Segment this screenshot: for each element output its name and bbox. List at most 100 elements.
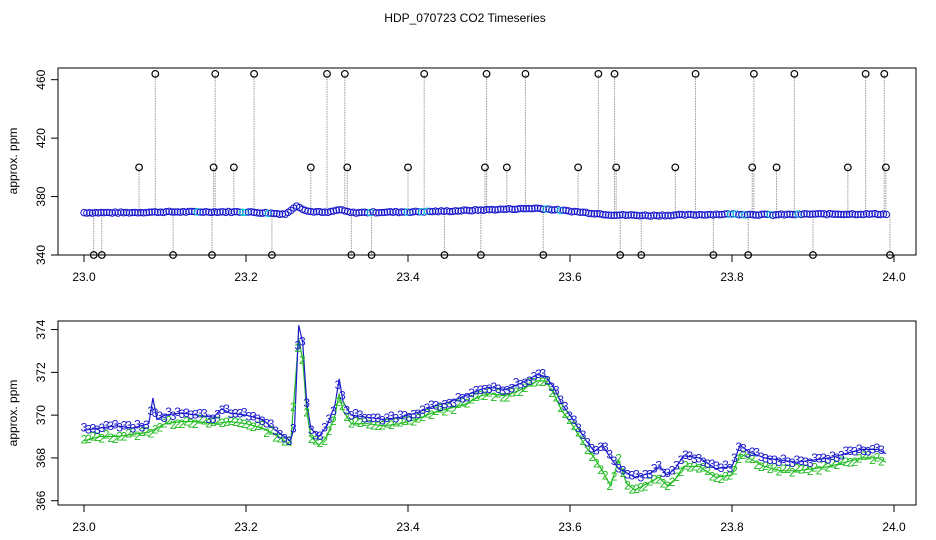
- series-2-marker: 2: [713, 471, 720, 485]
- spike-marker: [882, 163, 890, 172]
- series-3-marker: 3: [277, 427, 284, 441]
- series-3-marker: 3: [254, 412, 261, 426]
- series-2-marker: 2: [196, 413, 203, 427]
- baseline-point: [584, 209, 593, 218]
- series-2-marker: 2: [183, 415, 190, 429]
- series-2-marker: 2: [94, 430, 101, 444]
- bottom-x-tick-label: 23.2: [234, 520, 258, 534]
- series-3-marker: 3: [165, 405, 172, 419]
- series-2-marker: 2: [107, 431, 114, 445]
- series-2-marker: 2: [606, 479, 613, 493]
- top-y-tick-label: 460: [34, 69, 48, 89]
- spike-marker: [880, 69, 889, 78]
- series-3-marker: 3: [250, 409, 257, 423]
- baseline-point: [644, 212, 652, 220]
- series-2-marker: 2: [259, 418, 266, 432]
- baseline-point: [675, 210, 684, 219]
- spike-marker: [594, 69, 603, 78]
- series-3-marker: 3: [847, 444, 854, 458]
- baseline-point: [698, 211, 706, 219]
- series-2-marker: 2: [673, 470, 680, 484]
- series-3-marker: 3: [214, 408, 221, 422]
- series-2-marker: 2: [450, 403, 457, 417]
- baseline-point: [848, 210, 856, 218]
- baseline-point: [440, 207, 448, 216]
- series-2-marker: 2: [522, 381, 529, 395]
- series-3-marker: 3: [384, 411, 391, 425]
- bottom-series-lines: [83, 325, 887, 491]
- series-2-marker: 2: [678, 465, 685, 479]
- baseline-point: [610, 211, 618, 220]
- series-3-marker: 3: [196, 407, 203, 421]
- baseline-point: [726, 210, 735, 219]
- series-3-marker: 3: [468, 386, 475, 400]
- baseline-point: [837, 210, 845, 219]
- spike-marker: [790, 69, 799, 78]
- baseline-point: [193, 208, 202, 216]
- series-2-marker: 2: [156, 421, 163, 435]
- series-3-marker: 3: [633, 467, 640, 481]
- baseline-point: [593, 209, 601, 218]
- baseline-point: [519, 204, 528, 213]
- spike-marker: [209, 163, 218, 172]
- series-2-marker: 2: [366, 418, 373, 432]
- series-3-marker: 3: [713, 459, 720, 473]
- bottom-y-axis-label: approx. ppm: [6, 380, 20, 447]
- series-2-marker: 2: [780, 462, 787, 476]
- baseline-point: [667, 212, 675, 220]
- baseline-point: [752, 211, 760, 219]
- baseline-point: [465, 206, 474, 215]
- series-3-marker: 3: [811, 451, 818, 465]
- series-2-marker: 2: [802, 462, 809, 476]
- bottom-y-axis: 366 368 370 372 374: [34, 319, 59, 511]
- baseline-point: [542, 205, 550, 213]
- series-3-marker: 3: [241, 405, 248, 419]
- baseline-point: [437, 207, 445, 215]
- series-2-marker: 2: [388, 418, 395, 432]
- top-x-tick-label: 24.0: [882, 270, 906, 284]
- baseline-point: [85, 208, 94, 217]
- baseline-point: [817, 210, 825, 218]
- series-3-marker: 3: [143, 418, 150, 432]
- series-3-marker: 3: [602, 440, 609, 454]
- series-3-marker: 3: [446, 396, 453, 410]
- series-2-marker: 2: [731, 463, 738, 477]
- baseline-point: [732, 210, 740, 218]
- series-3-marker: 3: [753, 446, 760, 460]
- series-2-marker: 2: [548, 386, 555, 400]
- series-2-marker: 2: [375, 419, 382, 433]
- series-3-marker: 3: [103, 418, 110, 432]
- series-3-marker: 3: [442, 398, 449, 412]
- baseline-point: [188, 207, 196, 216]
- series-2-marker: 2: [344, 410, 351, 424]
- series-2-marker: 2: [161, 417, 168, 431]
- series-3-marker: 3: [161, 411, 168, 425]
- baseline-point: [457, 207, 465, 215]
- series-2-marker: 2: [419, 410, 426, 424]
- baseline-point: [502, 205, 511, 213]
- series-3-marker: 3: [820, 451, 827, 465]
- baseline-point: [567, 208, 576, 216]
- series-3-marker: 3: [785, 455, 792, 469]
- series-3-marker: 3: [744, 446, 751, 460]
- baseline-point: [630, 211, 638, 219]
- baseline-point: [791, 210, 800, 219]
- baseline-point: [318, 208, 326, 217]
- baseline-point: [156, 208, 165, 216]
- top-x-tick-label: 23.4: [396, 270, 420, 284]
- baseline-point: [800, 210, 808, 218]
- series-2-marker: 2: [268, 424, 275, 438]
- series-3-marker: 3: [321, 420, 328, 434]
- series-3-marker: 3: [682, 448, 689, 462]
- series-3-marker: 3: [834, 451, 841, 465]
- top-spike-stems: [93, 73, 891, 255]
- series-3-marker: 3: [664, 466, 671, 480]
- baseline-point: [766, 210, 774, 219]
- series-3-marker: 3: [375, 411, 382, 425]
- series-3-marker: 3: [611, 454, 618, 468]
- baseline-point: [171, 208, 179, 216]
- baseline-point: [664, 211, 672, 220]
- series-2-marker: 2: [651, 473, 658, 487]
- spike-marker: [211, 69, 220, 78]
- baseline-point: [454, 207, 462, 215]
